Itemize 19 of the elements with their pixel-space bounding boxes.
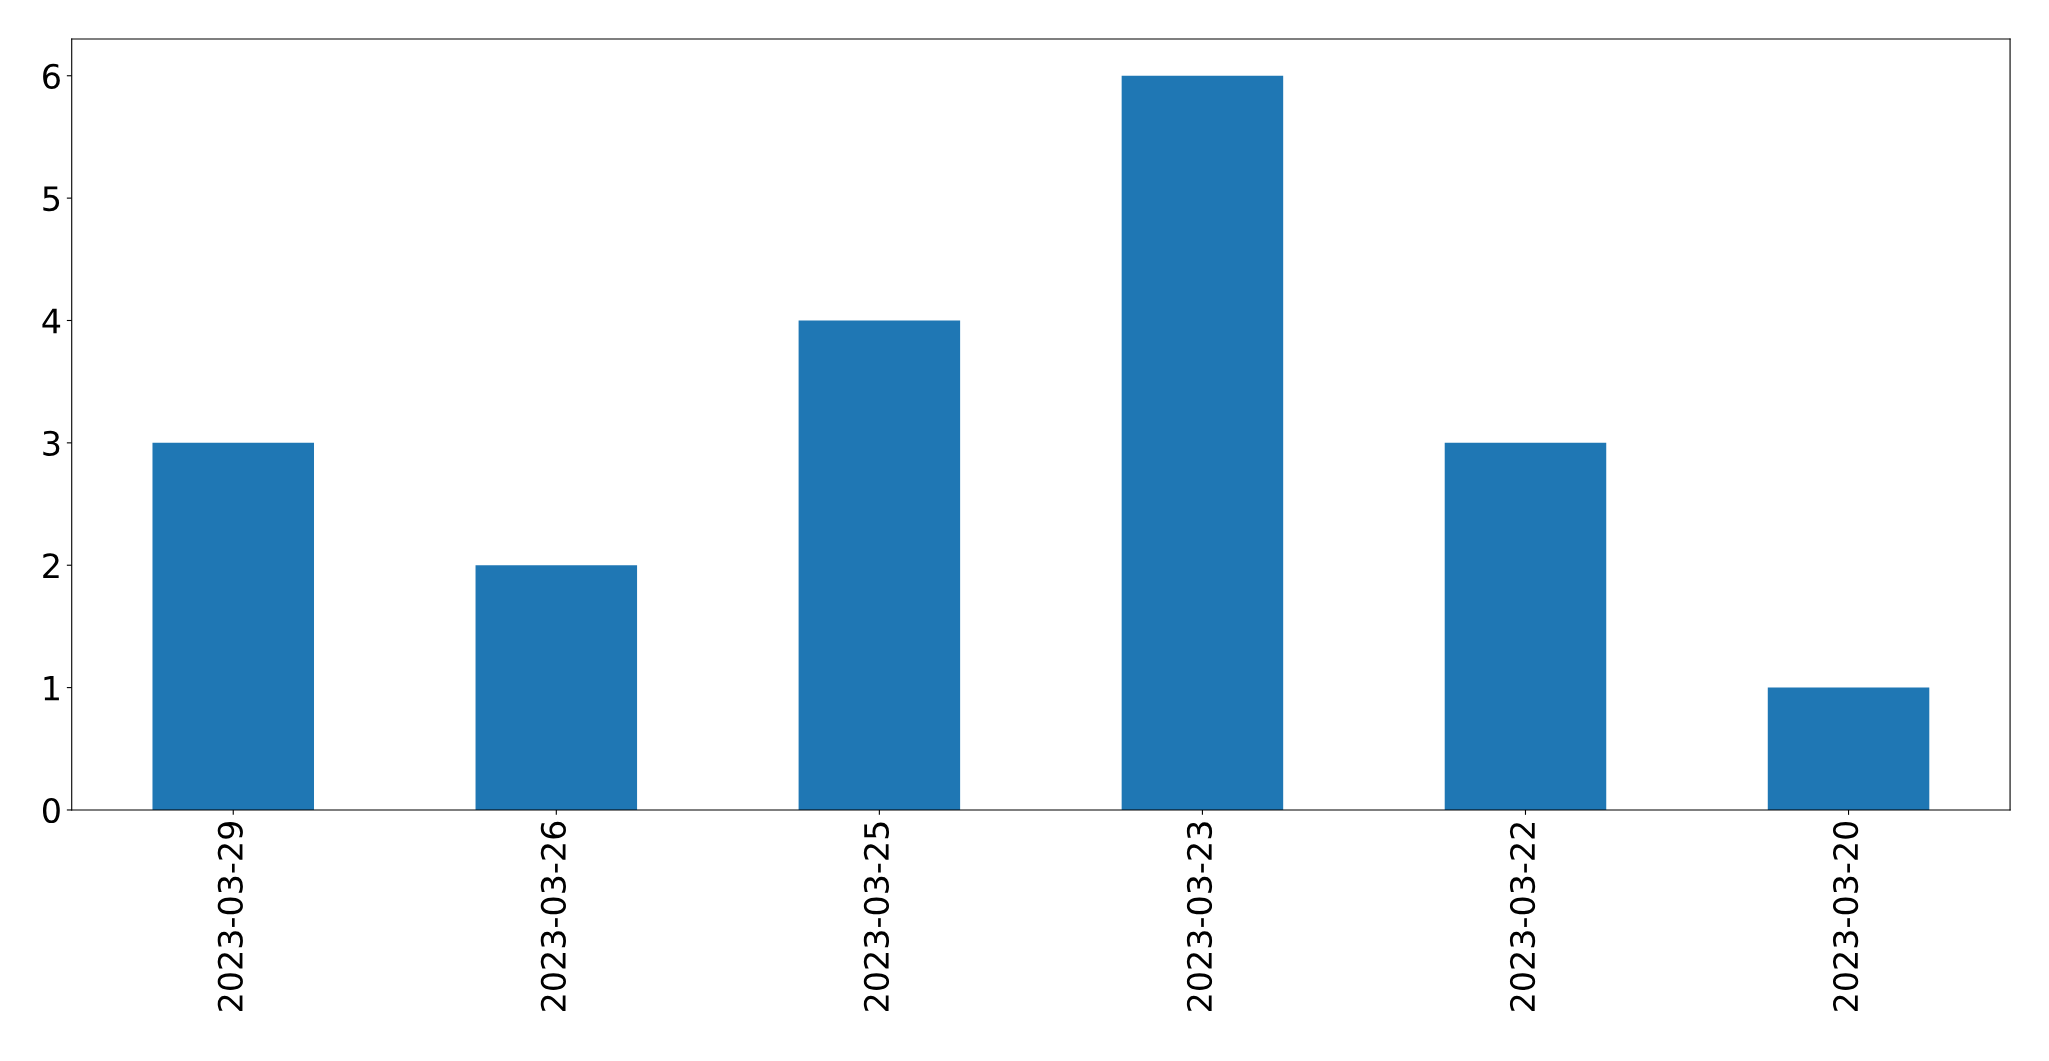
y-tick-label: 4 bbox=[42, 308, 61, 334]
bar bbox=[475, 565, 638, 810]
bar bbox=[1121, 75, 1284, 810]
y-tick-label: 2 bbox=[43, 553, 59, 578]
y-tick-label: 6 bbox=[43, 63, 60, 89]
bar bbox=[1767, 687, 1930, 810]
x-tick-label: 2023-03-22 bbox=[1509, 823, 1536, 1011]
x-tick-label: 2023-03-23 bbox=[1186, 822, 1213, 1011]
bar bbox=[152, 442, 315, 810]
x-tick-label: 2023-03-20 bbox=[1833, 821, 1859, 1011]
y-tick-label: 5 bbox=[43, 186, 60, 212]
y-tick-label: 3 bbox=[43, 430, 60, 456]
bar bbox=[798, 320, 961, 810]
y-tick-label: 0 bbox=[42, 797, 60, 824]
x-tick-label: 2023-03-26 bbox=[540, 821, 566, 1011]
y-tick-label: 1 bbox=[44, 675, 59, 701]
x-tick-label: 2023-03-25 bbox=[863, 822, 890, 1011]
x-tick-label: 2023-03-29 bbox=[217, 822, 243, 1011]
bar bbox=[1444, 442, 1607, 810]
